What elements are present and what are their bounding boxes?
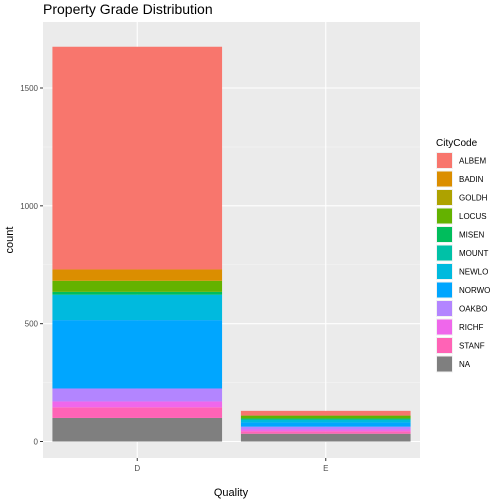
legend-swatch-stanf xyxy=(437,338,452,353)
bar-segment-E-locus xyxy=(240,415,411,419)
legend-swatch-norwo xyxy=(437,282,452,298)
x-tick-label: E xyxy=(323,464,328,473)
legend-swatch-locus xyxy=(437,208,452,224)
chart-title: Property Grade Distribution xyxy=(43,1,213,17)
legend-label-na: NA xyxy=(459,360,471,369)
legend-label-mount: MOUNT xyxy=(459,249,488,258)
y-tick-label: 1000 xyxy=(20,202,38,211)
legend-swatch-newlo xyxy=(437,264,452,279)
bar-segment-D-richf xyxy=(52,401,223,408)
x-tick-label: D xyxy=(134,464,140,473)
bar-segment-D-albem xyxy=(52,46,223,270)
legend-label-newlo: NEWLO xyxy=(459,268,488,277)
y-axis-title: count xyxy=(4,227,16,254)
legend-swatch-misen xyxy=(437,227,452,242)
bar-segment-E-richf xyxy=(240,429,411,432)
y-tick-label: 500 xyxy=(25,320,39,329)
legend-label-badin: BADIN xyxy=(459,175,484,184)
legend-title: CityCode xyxy=(436,138,478,149)
bar-segment-D-oakbo xyxy=(52,388,223,402)
bar-segment-D-badin xyxy=(52,269,223,281)
legend-label-richf: RICHF xyxy=(459,323,484,332)
y-tick-label: 1500 xyxy=(20,84,38,93)
bar-segment-D-stanf xyxy=(52,407,223,418)
bar-segment-D-norwo xyxy=(52,320,223,389)
legend-swatch-albem xyxy=(437,153,452,168)
y-tick-label: 0 xyxy=(34,438,39,447)
bars xyxy=(52,46,411,442)
bar-segment-E-oakbo xyxy=(240,426,411,430)
bar-segment-E-newlo xyxy=(240,419,411,423)
legend-swatch-richf xyxy=(437,319,452,335)
legend-swatch-goldh xyxy=(437,190,452,205)
legend-label-oakbo: OAKBO xyxy=(459,305,487,314)
legend-label-norwo: NORWO xyxy=(459,286,490,295)
bar-segment-E-stanf xyxy=(240,431,411,434)
legend-label-misen: MISEN xyxy=(459,231,485,240)
x-axis-title: Quality xyxy=(214,487,249,499)
legend-swatch-na xyxy=(437,356,452,372)
legend-label-albem: ALBEM xyxy=(459,157,486,166)
legend-label-stanf: STANF xyxy=(459,342,485,351)
legend-label-goldh: GOLDH xyxy=(459,194,488,203)
bar-segment-E-misen xyxy=(240,418,411,420)
legend: CityCode ALBEM BADIN GOLDH LOCUS MISEN MOUNT N… xyxy=(436,138,490,373)
legend-label-locus: LOCUS xyxy=(459,212,487,221)
legend-swatch-badin xyxy=(437,171,452,187)
legend-swatch-oakbo xyxy=(437,301,452,316)
bar-segment-E-albem xyxy=(240,410,411,416)
bar-segment-D-locus xyxy=(52,280,223,292)
bar-segment-E-norwo xyxy=(240,422,411,427)
bar-segment-D-na xyxy=(52,417,223,442)
legend-swatch-mount xyxy=(437,245,452,261)
y-axis: 0 500 1000 1500 xyxy=(20,84,43,447)
bar-segment-D-newlo xyxy=(52,294,223,321)
bar-segment-E-na xyxy=(240,433,411,442)
bar-segment-D-misen xyxy=(52,291,223,295)
